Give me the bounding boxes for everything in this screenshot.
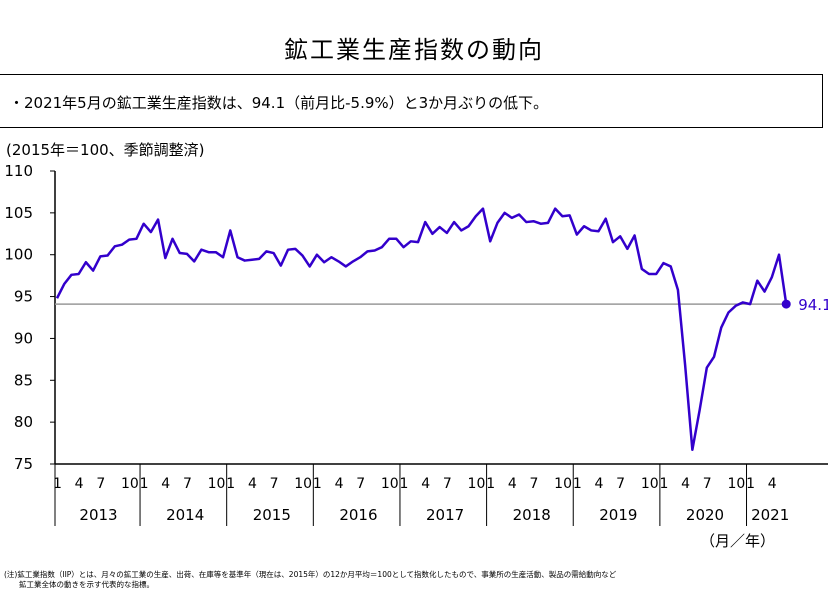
footnote: (注)鉱工業指数（IIP）とは、月々の鉱工業の生産、出荷、在庫等を基準年（現在は… [4, 570, 616, 590]
x-year-label: 2013 [79, 506, 117, 524]
x-month-tick-label: 1 [53, 476, 62, 492]
x-month-tick-label: 4 [595, 476, 604, 492]
x-month-tick-label: 10 [121, 476, 139, 492]
x-axis-unit-label: （月／年） [700, 532, 775, 550]
end-value-label: 94.1 [798, 296, 828, 314]
chart-title: 鉱工業生産指数の動向 [284, 36, 544, 64]
x-month-tick-label: 1 [313, 476, 322, 492]
x-month-tick-label: 10 [208, 476, 226, 492]
x-month-tick-label: 1 [573, 476, 582, 492]
x-month-tick-label: 7 [183, 476, 192, 492]
x-year-label: 2018 [513, 506, 551, 524]
y-tick-label: 105 [4, 204, 33, 222]
x-year-label: 2016 [339, 506, 377, 524]
x-year-label: 2017 [426, 506, 464, 524]
axes [54, 171, 828, 465]
x-month-tick-label: 1 [746, 476, 755, 492]
x-month-tick-label: 4 [768, 476, 777, 492]
x-month-tick-label: 10 [468, 476, 486, 492]
y-tick-label: 100 [4, 246, 33, 264]
y-tick-label: 80 [14, 413, 33, 431]
x-month-tick-label: 7 [616, 476, 625, 492]
y-axis-unit-label: (2015年＝100、季節調整済) [6, 141, 205, 159]
x-month-tick-label: 4 [161, 476, 170, 492]
x-month-tick-label: 10 [641, 476, 659, 492]
x-month-tick-label: 10 [727, 476, 745, 492]
x-month-tick-label: 1 [659, 476, 668, 492]
x-month-tick-label: 7 [443, 476, 452, 492]
summary-box: ・2021年5月の鉱工業生産指数は、94.1（前月比-5.9%）と3か月ぶりの低… [0, 74, 823, 128]
x-month-tick-label: 4 [421, 476, 430, 492]
x-month-tick-label: 7 [703, 476, 712, 492]
x-month-tick-label: 4 [681, 476, 690, 492]
footnote-text: (注)鉱工業指数（IIP）とは、月々の鉱工業の生産、出荷、在庫等を基準年（現在は… [4, 570, 617, 589]
x-year-label: 2014 [166, 506, 204, 524]
y-axis-ticks: 75 80 85 90 95 100 105 110 [4, 162, 55, 473]
x-month-tick-label: 1 [140, 476, 149, 492]
x-month-tick-label: 4 [508, 476, 517, 492]
x-month-tick-label: 10 [554, 476, 572, 492]
x-month-tick-label: 1 [486, 476, 495, 492]
x-year-label: 2019 [599, 506, 637, 524]
x-month-tick-label: 4 [335, 476, 344, 492]
end-point-marker [781, 299, 791, 309]
x-month-tick-label: 1 [400, 476, 409, 492]
series-line [55, 207, 788, 452]
x-month-tick-label: 7 [270, 476, 279, 492]
x-year-label: 2015 [253, 506, 291, 524]
y-tick-label: 90 [14, 329, 33, 347]
y-tick-label: 110 [4, 162, 33, 180]
x-year-label: 2021 [751, 506, 789, 524]
x-month-tick-label: 7 [530, 476, 539, 492]
y-tick-label: 85 [14, 371, 33, 389]
x-month-tick-label: 4 [248, 476, 257, 492]
summary-text: ・2021年5月の鉱工業生産指数は、94.1（前月比-5.9%）と3か月ぶりの低… [9, 94, 549, 112]
x-month-tick-label: 1 [226, 476, 235, 492]
x-month-tick-label: 7 [356, 476, 365, 492]
x-month-tick-label: 10 [294, 476, 312, 492]
x-year-label: 2020 [686, 506, 724, 524]
x-month-tick-label: 10 [381, 476, 399, 492]
x-month-tick-label: 4 [75, 476, 84, 492]
x-month-tick-label: 7 [96, 476, 105, 492]
y-tick-label: 95 [14, 288, 33, 306]
y-tick-label: 75 [14, 455, 33, 473]
